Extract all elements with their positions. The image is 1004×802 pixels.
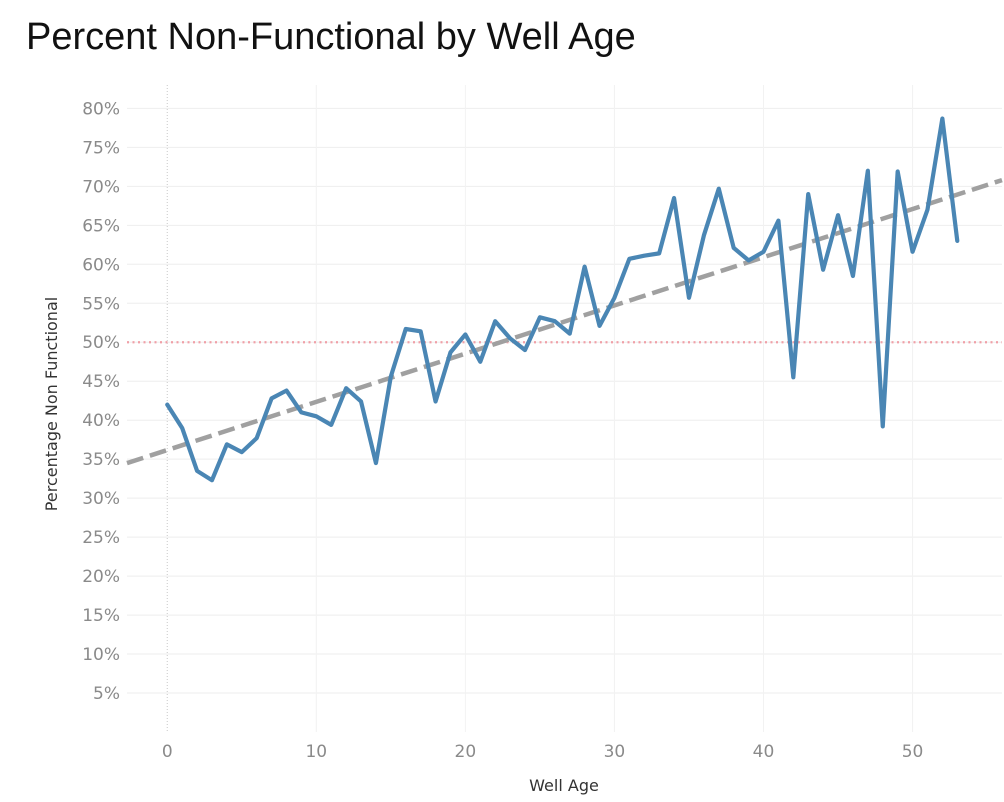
data-point xyxy=(197,470,198,471)
y-tick-label: 70% xyxy=(82,177,120,197)
data-point xyxy=(599,325,600,326)
data-point xyxy=(435,401,436,402)
data-point xyxy=(554,321,555,322)
data-point xyxy=(674,198,675,199)
y-axis-title: Percentage Non Functional xyxy=(42,297,61,511)
data-point xyxy=(346,388,347,389)
data-point xyxy=(241,452,242,453)
y-tick-label: 60% xyxy=(82,255,120,275)
data-point xyxy=(495,321,496,322)
data-point xyxy=(852,275,853,276)
data-point xyxy=(226,444,227,445)
x-tick-label: 0 xyxy=(162,742,173,762)
data-point xyxy=(211,480,212,481)
data-point xyxy=(331,424,332,425)
y-tick-label: 30% xyxy=(82,489,120,509)
y-tick-label: 80% xyxy=(82,99,120,119)
data-point xyxy=(942,118,943,119)
data-point xyxy=(659,253,660,254)
data-point xyxy=(778,220,779,221)
data-point xyxy=(763,251,764,252)
data-point xyxy=(793,377,794,378)
y-tick-label: 45% xyxy=(82,372,120,392)
data-point xyxy=(286,390,287,391)
data-point xyxy=(510,338,511,339)
data-point xyxy=(838,215,839,216)
data-point xyxy=(465,334,466,335)
series-line xyxy=(165,116,960,483)
y-tick-label: 50% xyxy=(82,333,120,353)
data-point xyxy=(271,398,272,399)
data-point xyxy=(256,438,257,439)
x-axis-tick-labels: 0 10 20 30 40 50 xyxy=(162,742,924,762)
data-point xyxy=(823,269,824,270)
data-point xyxy=(733,247,734,248)
data-point xyxy=(405,328,406,329)
y-tick-label: 5% xyxy=(93,684,120,704)
y-tick-label: 75% xyxy=(82,138,120,158)
data-point xyxy=(375,463,376,464)
data-point xyxy=(420,331,421,332)
data-point xyxy=(629,258,630,259)
data-point xyxy=(957,240,958,241)
x-axis-title: Well Age xyxy=(529,776,599,795)
data-point xyxy=(480,361,481,362)
x-tick-label: 40 xyxy=(753,742,775,762)
data-point xyxy=(688,297,689,298)
x-tick-label: 20 xyxy=(455,742,477,762)
data-point xyxy=(703,235,704,236)
y-tick-label: 25% xyxy=(82,528,120,548)
data-point xyxy=(614,297,615,298)
data-point xyxy=(644,255,645,256)
data-point xyxy=(361,401,362,402)
y-tick-label: 10% xyxy=(82,645,120,665)
data-point xyxy=(450,352,451,353)
data-point xyxy=(748,260,749,261)
data-point xyxy=(524,350,525,351)
data-point xyxy=(718,188,719,189)
data-point xyxy=(316,416,317,417)
y-tick-label: 35% xyxy=(82,450,120,470)
x-tick-label: 30 xyxy=(604,742,626,762)
data-point xyxy=(569,333,570,334)
y-tick-label: 65% xyxy=(82,216,120,236)
trend-line xyxy=(126,177,1003,466)
data-point xyxy=(897,171,898,172)
y-tick-label: 40% xyxy=(82,411,120,431)
data-point xyxy=(539,317,540,318)
data-point xyxy=(182,427,183,428)
data-point xyxy=(867,170,868,171)
y-axis-tick-labels: 5% 10% 15% 20% 25% 30% 35% 40% 45% 50% 55% 60% 65% 70… xyxy=(82,99,120,704)
y-tick-label: 55% xyxy=(82,294,120,314)
x-tick-label: 10 xyxy=(305,742,327,762)
x-tick-label: 50 xyxy=(902,742,924,762)
series-points xyxy=(167,118,958,481)
y-tick-label: 20% xyxy=(82,567,120,587)
chart-title: Percent Non-Functional by Well Age xyxy=(26,16,636,58)
data-point xyxy=(167,404,168,405)
data-point xyxy=(301,412,302,413)
data-point xyxy=(882,426,883,427)
y-tick-label: 15% xyxy=(82,606,120,626)
data-point xyxy=(912,251,913,252)
grid-lines xyxy=(127,85,1002,732)
data-point xyxy=(584,266,585,267)
data-point xyxy=(808,194,809,195)
data-point xyxy=(927,209,928,210)
data-point xyxy=(390,376,391,377)
